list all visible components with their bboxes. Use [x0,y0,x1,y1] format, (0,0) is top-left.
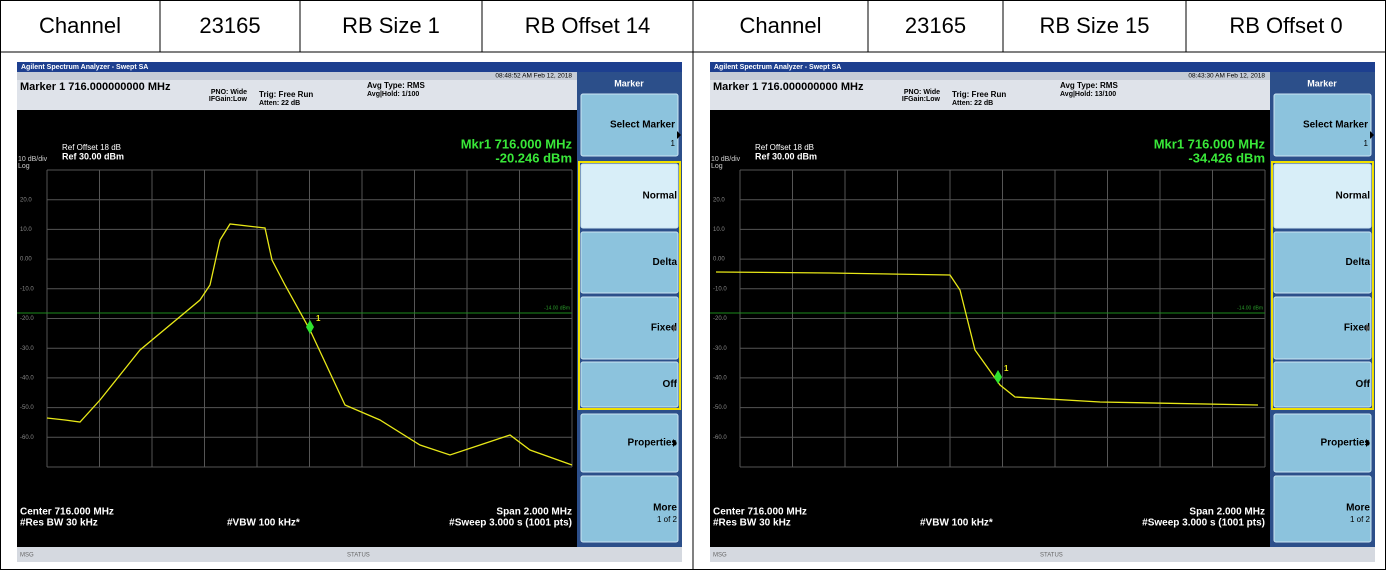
document: Channel 23165 RB Size 1 RB Offset 14 Channel… [0,0,1386,570]
softkey-title: Marker [614,78,644,88]
y-axis-label: -60.0 [20,435,34,441]
trig: Trig: Free Run [952,90,1006,99]
avg-hold: Avg|Hold: 1/100 [367,91,419,98]
select-marker-value: 1 [671,139,676,148]
sweep: #Sweep 3.000 s (1001 pts) [1142,518,1265,529]
softkey-label: Select Marker [610,120,675,131]
more-page: 1 of 2 [1350,515,1371,524]
softkey-label: Delta [1346,257,1371,268]
marker-number: 1 [316,314,321,323]
y-axis-label: -10.0 [713,286,727,292]
span: Span 2.000 MHz [496,507,572,518]
y-axis-label: 10.0 [713,227,725,233]
y-axis-label: -20.0 [20,316,34,322]
marker-readout: Marker 1 716.000000000 MHz [20,81,171,93]
pno: PNO: Wide [904,89,940,96]
softkey-label: More [653,503,677,514]
avg-hold: Avg|Hold: 13/100 [1060,91,1116,98]
y-axis-label: 0.00 [713,257,725,263]
atten: Atten: 22 dB [259,100,300,107]
vbw: #VBW 100 kHz* [920,518,993,529]
msg: MSG [713,553,727,559]
marker-frequency: Mkr1 716.000 MHz [1154,136,1266,151]
info-strip [17,72,577,80]
msg: MSG [20,553,34,559]
scale: 10 dB/div [18,156,48,163]
select-marker-value: 1 [1364,139,1369,148]
ref-level: Ref 30.00 dBm [755,151,817,161]
ifgain: IFGain:Low [209,96,248,103]
marker-level: -20.246 dBm [495,150,572,165]
y-axis-label: -40.0 [20,375,34,381]
softkey-label: Delta [653,257,678,268]
more-page: 1 of 2 [657,515,678,524]
trig: Trig: Free Run [259,90,313,99]
y-axis-label: 20.0 [713,197,725,203]
y-axis-label: -20.0 [713,316,727,322]
timestamp: 08:48:52 AM Feb 12, 2018 [495,73,572,80]
info-strip [710,72,1270,80]
limit-label: -14.00 dBm [544,305,570,311]
atten: Atten: 22 dB [952,100,993,107]
softkey-label: More [1346,503,1370,514]
header-cell: RB Offset 0 [1229,13,1342,38]
timestamp: 08:43:30 AM Feb 12, 2018 [1188,73,1265,80]
y-axis-label: -30.0 [20,346,34,352]
softkey-label: Off [1356,379,1371,390]
center-frequency: Center 716.000 MHz [713,507,807,518]
ref-level: Ref 30.00 dBm [62,151,124,161]
y-axis-label: -50.0 [713,405,727,411]
softkey-label: Off [663,379,678,390]
header-cell: RB Size 1 [342,13,440,38]
softkey-label: Properties [1321,438,1371,449]
marker-readout: Marker 1 716.000000000 MHz [713,81,864,93]
status: STATUS [1040,553,1063,559]
header-cell: Channel [39,13,121,38]
softkey-label: Properties [628,438,678,449]
status: STATUS [347,553,370,559]
softkey-label: Normal [643,191,678,202]
ifgain: IFGain:Low [902,96,941,103]
scale: 10 dB/div [711,156,741,163]
y-axis-label: -40.0 [713,375,727,381]
res-bw: #Res BW 30 kHz [713,518,791,529]
y-axis-label: 20.0 [20,197,32,203]
y-axis-label: 10.0 [20,227,32,233]
avg-type: Avg Type: RMS [367,81,425,90]
softkey-label: Select Marker [1303,120,1368,131]
vbw: #VBW 100 kHz* [227,518,300,529]
header-cell: RB Size 15 [1039,13,1149,38]
softkey-label: Normal [1336,191,1371,202]
y-axis-label: -30.0 [713,346,727,352]
scale-type: Log [711,163,723,170]
scale-type: Log [18,163,30,170]
y-axis-label: -60.0 [713,435,727,441]
limit-label: -14.00 dBm [1237,305,1263,311]
marker-number: 1 [1004,364,1009,373]
pno: PNO: Wide [211,89,247,96]
title-bar-text: Agilent Spectrum Analyzer - Swept SA [714,64,841,71]
title-bar-text: Agilent Spectrum Analyzer - Swept SA [21,64,148,71]
softkey-title: Marker [1307,78,1337,88]
span: Span 2.000 MHz [1189,507,1265,518]
avg-type: Avg Type: RMS [1060,81,1118,90]
res-bw: #Res BW 30 kHz [20,518,98,529]
header-cell: RB Offset 14 [525,13,651,38]
y-axis-label: -50.0 [20,405,34,411]
header-cell: 23165 [905,13,966,38]
center-frequency: Center 716.000 MHz [20,507,114,518]
header-cell: 23165 [199,13,260,38]
sweep: #Sweep 3.000 s (1001 pts) [449,518,572,529]
y-axis-label: 0.00 [20,257,32,263]
marker-frequency: Mkr1 716.000 MHz [461,136,573,151]
analyzer-screenshot: Agilent Spectrum Analyzer - Swept SA 08:4… [17,62,682,562]
marker-level: -34.426 dBm [1188,150,1265,165]
y-axis-label: -10.0 [20,286,34,292]
header-cell: Channel [740,13,822,38]
analyzer-screenshot: Agilent Spectrum Analyzer - Swept SA 08:4… [710,62,1375,562]
